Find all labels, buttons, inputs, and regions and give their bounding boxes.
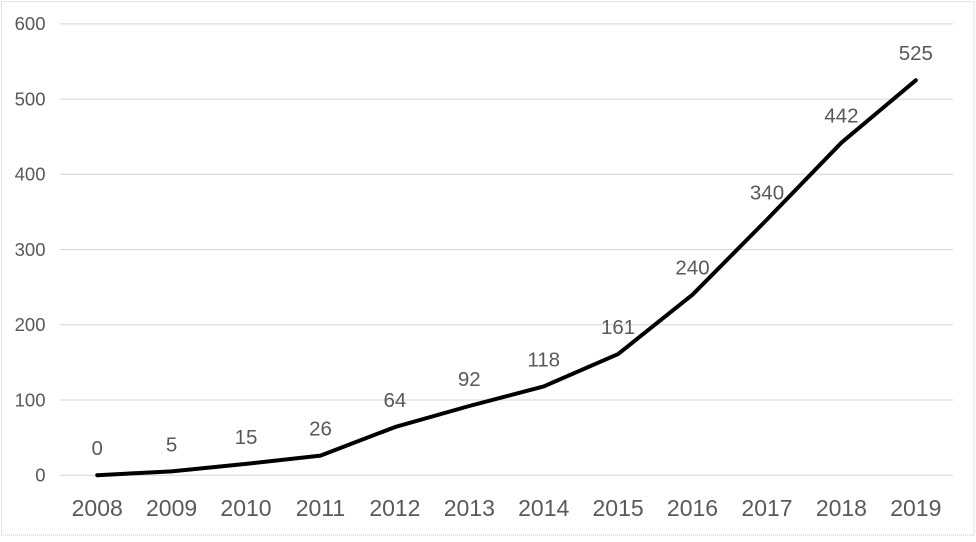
svg-text:300: 300 <box>15 239 46 260</box>
svg-text:442: 442 <box>824 105 858 128</box>
svg-text:0: 0 <box>91 437 102 460</box>
svg-text:2011: 2011 <box>296 495 345 521</box>
svg-text:0: 0 <box>35 465 45 486</box>
svg-text:100: 100 <box>15 389 46 410</box>
svg-text:2012: 2012 <box>369 495 420 521</box>
svg-text:2015: 2015 <box>593 495 644 521</box>
svg-text:2014: 2014 <box>518 495 569 521</box>
svg-text:161: 161 <box>601 316 635 339</box>
svg-text:400: 400 <box>15 164 46 185</box>
svg-text:2010: 2010 <box>220 495 271 521</box>
svg-text:5: 5 <box>166 433 177 456</box>
svg-text:240: 240 <box>675 257 709 280</box>
svg-text:600: 600 <box>15 13 46 34</box>
svg-text:500: 500 <box>15 88 46 109</box>
svg-text:2017: 2017 <box>741 495 792 521</box>
svg-text:2019: 2019 <box>890 495 941 521</box>
svg-text:26: 26 <box>309 418 332 441</box>
svg-text:64: 64 <box>383 389 406 412</box>
svg-text:15: 15 <box>235 426 258 449</box>
svg-text:2009: 2009 <box>146 495 197 521</box>
svg-text:340: 340 <box>750 181 784 204</box>
svg-text:2008: 2008 <box>72 495 123 521</box>
svg-text:118: 118 <box>527 348 560 371</box>
svg-text:2016: 2016 <box>667 495 718 521</box>
svg-text:92: 92 <box>458 368 481 391</box>
svg-text:200: 200 <box>15 314 46 335</box>
svg-text:525: 525 <box>899 42 933 65</box>
svg-text:2013: 2013 <box>444 495 495 521</box>
svg-text:2018: 2018 <box>816 495 867 521</box>
